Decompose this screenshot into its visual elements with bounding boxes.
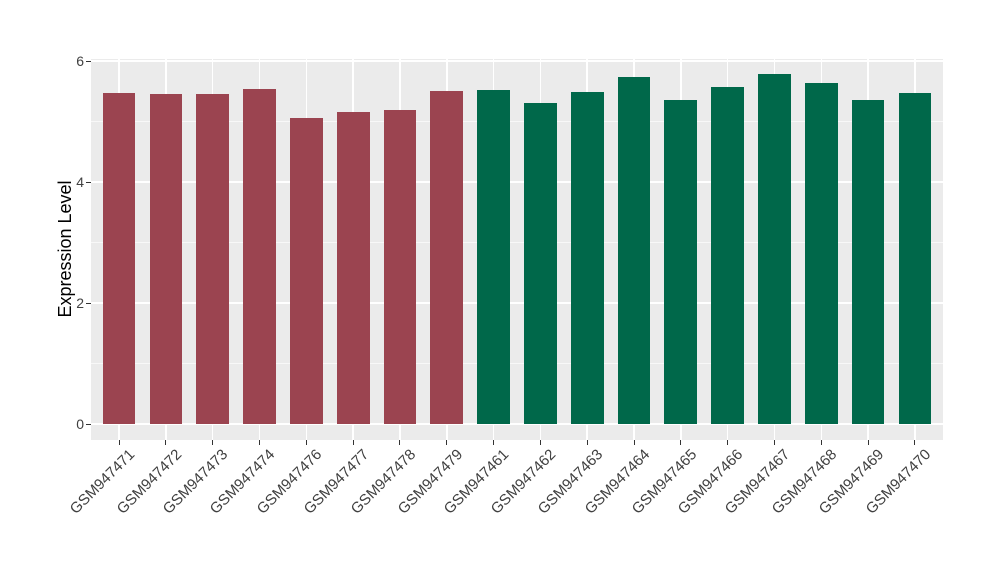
plot-panel bbox=[91, 59, 943, 440]
x-tick-mark bbox=[586, 440, 588, 445]
bar bbox=[711, 87, 745, 424]
bar bbox=[383, 110, 417, 424]
y-tick-label: 0 bbox=[76, 416, 84, 432]
x-tick-mark bbox=[820, 440, 822, 445]
bar bbox=[804, 82, 838, 424]
y-tick-mark bbox=[86, 423, 91, 425]
bar bbox=[570, 92, 604, 424]
y-tick-mark bbox=[86, 60, 91, 62]
bar bbox=[617, 76, 651, 424]
bar bbox=[289, 117, 323, 424]
minor-gridline bbox=[91, 242, 943, 243]
x-tick-mark bbox=[305, 440, 307, 445]
bar bbox=[898, 93, 932, 424]
major-gridline bbox=[91, 181, 943, 183]
x-tick-mark bbox=[633, 440, 635, 445]
bar bbox=[336, 111, 370, 424]
x-tick-mark bbox=[118, 440, 120, 445]
x-tick-mark bbox=[399, 440, 401, 445]
y-tick-mark bbox=[86, 181, 91, 183]
major-gridline bbox=[91, 423, 943, 425]
bar bbox=[758, 73, 791, 424]
x-tick-mark bbox=[914, 440, 916, 445]
x-tick-mark bbox=[259, 440, 261, 445]
x-tick-mark bbox=[352, 440, 354, 445]
bar bbox=[149, 94, 183, 424]
bar bbox=[477, 90, 510, 424]
bar bbox=[243, 88, 276, 424]
x-tick-mark bbox=[680, 440, 682, 445]
x-tick-mark bbox=[446, 440, 448, 445]
y-tick-mark bbox=[86, 302, 91, 304]
x-tick-mark bbox=[165, 440, 167, 445]
x-tick-mark bbox=[493, 440, 495, 445]
x-tick-mark bbox=[773, 440, 775, 445]
bar bbox=[102, 93, 136, 424]
bar bbox=[851, 99, 885, 424]
minor-gridline bbox=[91, 363, 943, 364]
x-tick-mark bbox=[867, 440, 869, 445]
y-tick-label: 6 bbox=[76, 53, 84, 69]
bar bbox=[664, 99, 698, 424]
x-tick-mark bbox=[727, 440, 729, 445]
bar bbox=[524, 102, 557, 424]
y-axis-title: Expression Level bbox=[55, 180, 75, 318]
minor-gridline bbox=[91, 121, 943, 122]
y-tick-label: 2 bbox=[76, 295, 84, 311]
major-gridline bbox=[91, 60, 943, 62]
x-tick-mark bbox=[539, 440, 541, 445]
bar bbox=[196, 94, 230, 424]
y-tick-label: 4 bbox=[76, 174, 84, 190]
x-tick-mark bbox=[212, 440, 214, 445]
major-gridline bbox=[91, 302, 943, 304]
bar bbox=[430, 91, 464, 424]
